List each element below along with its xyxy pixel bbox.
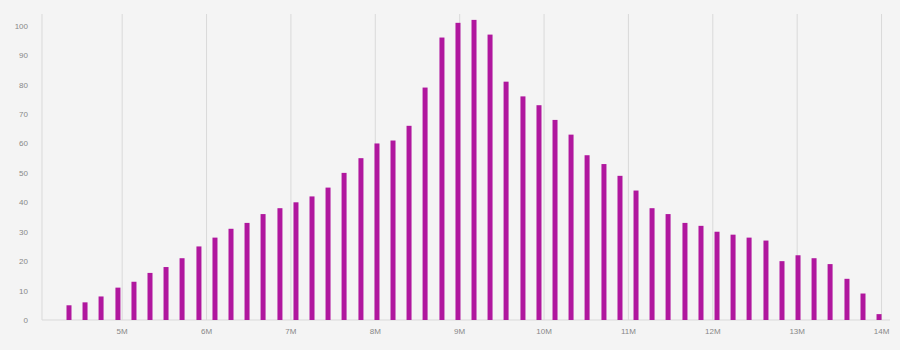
grid-line <box>544 14 545 320</box>
bar <box>715 232 720 320</box>
x-tick-label: 6M <box>201 327 212 336</box>
bar <box>212 238 217 320</box>
bar <box>83 302 88 320</box>
bar <box>67 305 72 320</box>
bar <box>115 288 120 320</box>
x-tick-label: 7M <box>285 327 296 336</box>
bar <box>520 96 525 320</box>
bar <box>148 273 153 320</box>
grid-line <box>881 14 882 320</box>
bar <box>196 246 201 320</box>
bar <box>536 105 541 320</box>
y-tick-label: 50 <box>19 169 28 178</box>
bar <box>698 226 703 320</box>
bar <box>277 208 282 320</box>
grid-line <box>712 14 713 320</box>
bar <box>666 214 671 320</box>
y-tick-label: 80 <box>19 81 28 90</box>
y-tick-label: 0 <box>24 316 29 325</box>
bar <box>682 223 687 320</box>
bar <box>164 267 169 320</box>
bar <box>828 264 833 320</box>
bar <box>731 235 736 320</box>
y-tick-label: 30 <box>19 228 28 237</box>
bar <box>99 296 104 320</box>
bar <box>860 294 865 320</box>
bar <box>779 261 784 320</box>
x-tick-label: 11M <box>621 327 636 336</box>
bar <box>229 229 234 320</box>
y-tick-label: 100 <box>15 22 29 31</box>
bar <box>358 158 363 320</box>
bar <box>488 35 493 320</box>
x-tick-label: 14M <box>874 327 890 336</box>
x-tick-label: 13M <box>789 327 805 336</box>
y-axis-line <box>42 14 43 320</box>
y-tick-label: 90 <box>19 51 28 60</box>
y-tick-label: 40 <box>19 198 28 207</box>
bar <box>585 155 590 320</box>
bar <box>553 120 558 320</box>
x-tick-label: 10M <box>536 327 552 336</box>
bar <box>601 164 606 320</box>
bar <box>439 38 444 320</box>
bar <box>293 202 298 320</box>
bar <box>310 196 315 320</box>
x-tick-label: 9M <box>454 327 465 336</box>
grid-line <box>206 14 207 320</box>
bar <box>747 238 752 320</box>
bar <box>391 141 396 320</box>
chart: 5M 6M 7M 8M 9M 10M 11M 12M 13M 14M 0 10 20 30 40 50 60 70… <box>0 0 900 350</box>
bar <box>131 282 136 320</box>
bar <box>342 173 347 320</box>
bars <box>67 20 882 320</box>
bar <box>245 223 250 320</box>
bar <box>763 241 768 320</box>
bar <box>796 255 801 320</box>
bar <box>504 82 509 320</box>
y-tick-label: 60 <box>19 139 28 148</box>
y-tick-label: 20 <box>19 257 28 266</box>
grid-line <box>122 14 123 320</box>
y-tick-label: 10 <box>19 287 28 296</box>
x-axis-line <box>42 320 890 321</box>
bar <box>877 314 882 320</box>
bar <box>844 279 849 320</box>
bar <box>650 208 655 320</box>
y-tick-label: 70 <box>19 110 28 119</box>
x-tick-label: 12M <box>705 327 721 336</box>
bar <box>617 176 622 320</box>
bar <box>261 214 266 320</box>
bar <box>812 258 817 320</box>
bar <box>423 88 428 320</box>
bar <box>374 143 379 320</box>
x-tick-label: 5M <box>117 327 128 336</box>
bar <box>634 191 639 320</box>
bar <box>180 258 185 320</box>
bar <box>326 188 331 320</box>
bar <box>472 20 477 320</box>
x-tick-label: 8M <box>370 327 381 336</box>
grid-line <box>290 14 291 320</box>
bar <box>569 135 574 320</box>
grid-line <box>628 14 629 320</box>
bar <box>407 126 412 320</box>
bar <box>455 23 460 320</box>
